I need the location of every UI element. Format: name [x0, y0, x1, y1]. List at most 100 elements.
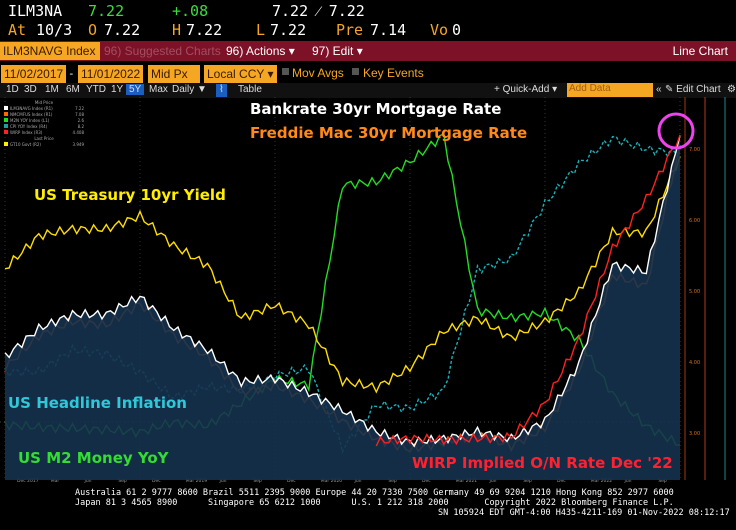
x-tick-label: Dec — [152, 478, 161, 483]
annotation-wirp: WIRP Implied O/N Rate Dec '22 — [412, 454, 673, 472]
add-data-input[interactable]: Add Data — [567, 83, 653, 97]
x-tick-label: Sep — [658, 478, 667, 483]
legend-label: GT10 Govt (R2) — [10, 142, 41, 147]
footer-contacts-2: Japan 81 3 4565 8900 Singapore 65 6212 1… — [75, 498, 674, 508]
legend-value: 8.2 — [77, 124, 84, 129]
open-value: 7.22 — [104, 21, 141, 39]
legend-header: Mid Price — [34, 100, 54, 105]
x-tick-label: Mar 2022 — [591, 478, 613, 483]
annotation-treasury: US Treasury 10yr Yield — [34, 186, 226, 204]
legend-value: 3.949 — [72, 142, 84, 147]
last-price: 7.22 — [88, 2, 125, 20]
gear-icon[interactable]: ⚙ — [727, 84, 736, 95]
period-5y[interactable]: 5Y — [126, 84, 145, 95]
price-type-select[interactable]: Mid Px — [148, 65, 200, 83]
legend-swatch — [4, 118, 8, 122]
period-1y[interactable]: 1Y — [111, 84, 124, 95]
legend-value: 7.08 — [75, 112, 84, 117]
low-label: L — [256, 21, 266, 39]
legend-swatch — [4, 106, 8, 110]
x-tick-label: Dec 2017 — [17, 478, 39, 483]
chart-style-icon[interactable]: ⌇ — [216, 84, 227, 97]
x-tick-label: Sep — [253, 478, 262, 483]
legend: Mid Price ILM3NAVG Index (R1) 7.22 NMCMFUS… — [4, 100, 84, 148]
table-button[interactable]: Table — [238, 84, 262, 95]
annotation-bankrate: Bankrate 30yr Mortgage Rate — [250, 100, 502, 118]
date-separator: - — [68, 67, 75, 80]
key-events-checkbox[interactable] — [352, 68, 359, 75]
legend-label: NMCMFUS Index (R1) — [10, 112, 53, 117]
x-tick-label: Sep — [523, 478, 532, 483]
bid-ask: 7.22 ⁄ 7.22 — [272, 2, 365, 20]
highlight-circle — [657, 112, 695, 150]
x-tick-label: Dec — [422, 478, 431, 483]
axis-tick-label: 6.00 — [689, 218, 700, 224]
quick-add-button[interactable]: + Quick-Add ▾ — [494, 84, 558, 95]
legend-swatch — [4, 142, 8, 146]
high-value: 7.22 — [186, 21, 223, 39]
pre-label: Pre — [336, 21, 364, 39]
end-date-input[interactable]: 11/01/2022 — [78, 65, 144, 83]
x-tick-label: Mar 2019 — [186, 478, 208, 483]
at-date: 10/3 — [36, 21, 73, 39]
collapse-icon[interactable]: « — [656, 84, 662, 95]
legend-item: CPI YOY Index (R4) 8.2 — [4, 124, 84, 130]
edit-menu[interactable]: 97) Edit ▾ — [312, 44, 363, 58]
legend-item: NMCMFUS Index (R1) 7.08 — [4, 112, 84, 118]
legend-item: ILM3NAVG Index (R1) 7.22 — [4, 106, 84, 112]
period-1m[interactable]: 1M — [45, 84, 59, 95]
mov-avgs-checkbox[interactable] — [282, 68, 289, 75]
start-date-input[interactable]: 11/02/2017 — [1, 65, 67, 83]
edit-chart-button[interactable]: ✎ Edit Chart — [665, 84, 721, 95]
legend-header-2: Last Price — [34, 136, 54, 141]
high-label: H — [172, 21, 182, 39]
footer-session: SN 105924 EDT GMT-4:00 H435-4211-169 01-… — [438, 508, 730, 518]
chart-plot[interactable]: 7.00 6.00 5.00 4.00 3.00 Dec 2017 Mar Jun Sep Dec… — [0, 97, 736, 483]
period-ytd[interactable]: YTD — [86, 84, 106, 95]
axis-tick-label: 7.00 — [689, 147, 700, 153]
legend-item: WIRP Index (R3) 4.408 — [4, 130, 84, 136]
x-tick-label: Dec — [287, 478, 296, 483]
axis-tick-label: 4.00 — [689, 360, 700, 366]
legend-label: ILM3NAVG Index (R1) — [10, 106, 53, 111]
period-bar: 1D 3D 1M 6M YTD 1Y 5Y Max Daily ▼ ⌇ Tabl… — [0, 83, 736, 98]
series-line-wirp-implied-o-n-rate-dec-22 — [375, 134, 681, 447]
toolbar: ILM3NAVG Index 96) Suggested Charts 96) … — [0, 41, 736, 61]
legend-swatch — [4, 130, 8, 134]
series-line-bankrate-30yr-mortgage-rate — [4, 135, 681, 448]
legend-value: 7.22 — [75, 106, 84, 111]
open-label: O — [88, 21, 98, 39]
period-6m[interactable]: 6M — [66, 84, 80, 95]
at-label: At — [8, 21, 27, 39]
pre-value: 7.14 — [370, 21, 407, 39]
annotation-freddie: Freddie Mac 30yr Mortgage Rate — [250, 124, 528, 142]
volume-value: 0 — [452, 21, 462, 39]
period-max[interactable]: Max — [149, 84, 168, 95]
price-change: +.08 — [172, 2, 209, 20]
currency-select[interactable]: Local CCY ▾ — [204, 65, 277, 83]
annotation-inflation: US Headline Inflation — [8, 394, 187, 412]
security-field[interactable]: ILM3NAVG Index — [0, 42, 100, 60]
x-tick-label: Jun — [489, 478, 497, 483]
key-events-label[interactable]: Key Events — [363, 66, 424, 80]
legend-item: M2N YOY Index (L1) 2.6 — [4, 118, 84, 124]
axis-tick-label: 5.00 — [689, 289, 700, 295]
volume-label: Vo — [430, 21, 449, 39]
axis-tick-label: 3.00 — [689, 431, 700, 437]
annotation-m2: US M2 Money YoY — [18, 449, 169, 467]
x-tick-label: Mar 2021 — [456, 478, 478, 483]
period-3d[interactable]: 3D — [24, 84, 37, 95]
chart-type-label: Line Chart — [672, 44, 728, 58]
legend-label: M2N YOY Index (L1) — [10, 118, 50, 123]
legend-label: WIRP Index (R3) — [10, 130, 43, 135]
low-value: 7.22 — [270, 21, 307, 39]
x-tick-label: Sep — [118, 478, 127, 483]
frequency-select[interactable]: Daily ▼ — [172, 84, 207, 95]
chart-controls: 11/02/2017 - 11/01/2022 Mid Px Local CCY… — [0, 63, 736, 83]
period-1d[interactable]: 1D — [6, 84, 19, 95]
x-tick-label: Jun — [354, 478, 362, 483]
mov-avgs-label[interactable]: Mov Avgs — [292, 66, 344, 80]
actions-menu[interactable]: 96) Actions ▾ — [226, 44, 295, 58]
legend-value: 2.6 — [77, 118, 84, 123]
suggested-charts-button[interactable]: 96) Suggested Charts — [104, 44, 221, 58]
